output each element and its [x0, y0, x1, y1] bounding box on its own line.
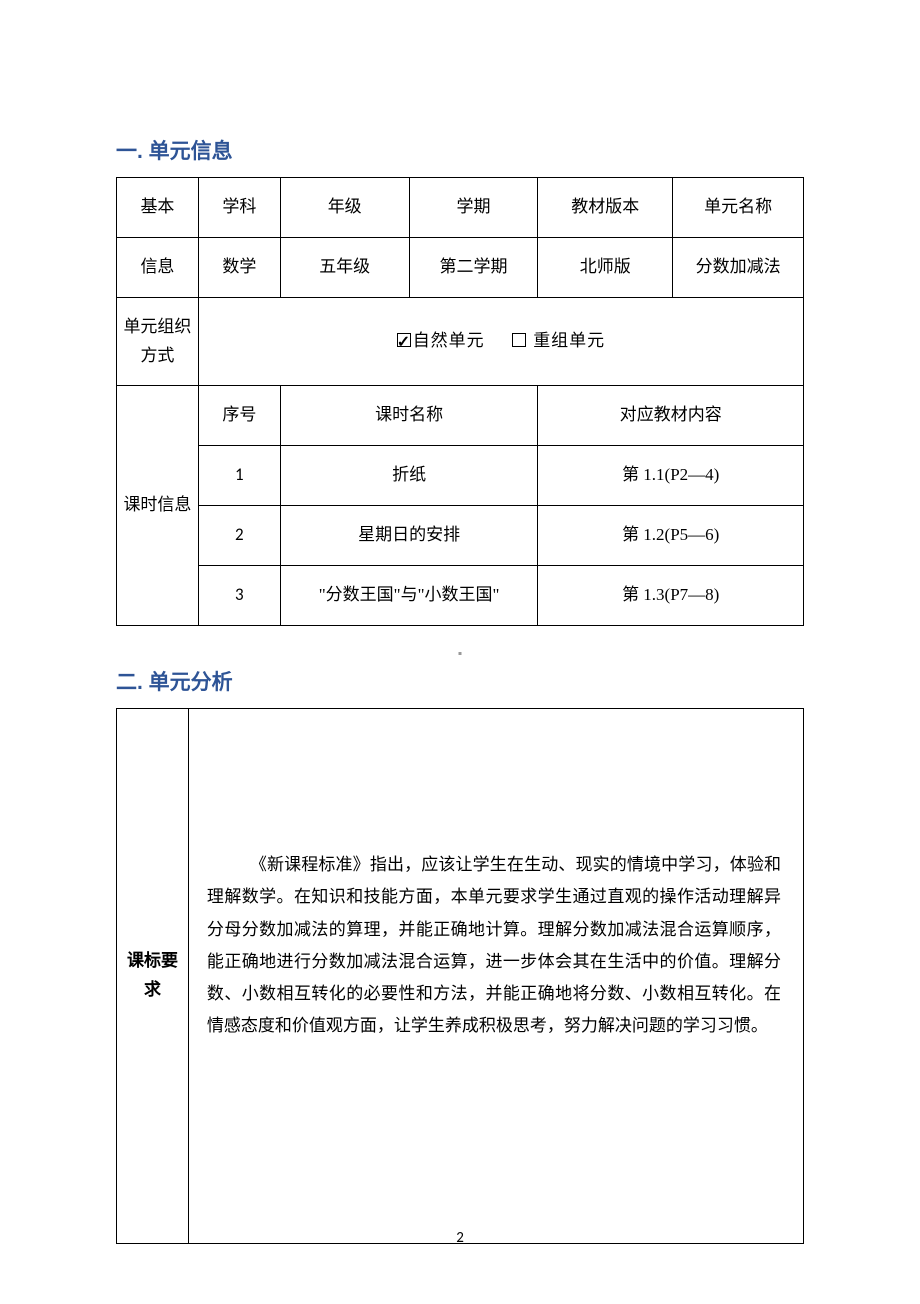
header-cell: 年级 [280, 178, 409, 238]
cell-lesson-info-label: 课时信息 [117, 386, 199, 626]
table-row: 3 "分数王国"与"小数王国" 第 1.3(P7—8) [117, 566, 804, 626]
table-row: 课时信息 序号 课时名称 对应教材内容 [117, 386, 804, 446]
header-cell: 课时名称 [280, 386, 538, 446]
header-cell: 学期 [409, 178, 538, 238]
header-cell: 单元名称 [673, 178, 804, 238]
header-cell: 序号 [198, 386, 280, 446]
cell-standard-label: 课标要求 [117, 709, 189, 1244]
cell-num: 2 [198, 506, 280, 566]
document-page: 一. 单元信息 基本 学科 年级 学期 教材版本 单元名称 信息 数学 五年级 … [0, 0, 920, 1304]
cell-ref: 第 1.2(P5—6) [538, 506, 804, 566]
page-number: 2 [0, 1229, 920, 1247]
option-label: 自然单元 [413, 331, 485, 350]
cell-name: 折纸 [280, 446, 538, 506]
cell: 北师版 [538, 238, 673, 298]
cell-name: 星期日的安排 [280, 506, 538, 566]
unit-analysis-table: 课标要求 《新课程标准》指出，应该让学生在生动、现实的情境中学习，体验和理解数学… [116, 708, 804, 1244]
cell: 分数加减法 [673, 238, 804, 298]
body-text: 《新课程标准》指出，应该让学生在生动、现实的情境中学习，体验和理解数学。在知识和… [207, 855, 781, 1035]
option-label: 重组单元 [528, 331, 605, 350]
section-heading-1: 一. 单元信息 [116, 135, 804, 165]
table-row: 1 折纸 第 1.1(P2—4) [117, 446, 804, 506]
cell-ref: 第 1.1(P2—4) [538, 446, 804, 506]
header-cell: 基本 [117, 178, 199, 238]
header-cell: 对应教材内容 [538, 386, 804, 446]
table-row: 课标要求 《新课程标准》指出，应该让学生在生动、现实的情境中学习，体验和理解数学… [117, 709, 804, 1244]
cell: 五年级 [280, 238, 409, 298]
cell: 第二学期 [409, 238, 538, 298]
cell-standard-body: 《新课程标准》指出，应该让学生在生动、现实的情境中学习，体验和理解数学。在知识和… [188, 709, 803, 1244]
checkbox-checked-icon [397, 333, 411, 347]
cell-num: 1 [198, 446, 280, 506]
header-cell: 学科 [198, 178, 280, 238]
unit-info-table: 基本 学科 年级 学期 教材版本 单元名称 信息 数学 五年级 第二学期 北师版… [116, 177, 804, 626]
section-heading-2: 二. 单元分析 [116, 666, 804, 696]
table-row: 单元组织方式 自然单元 重组单元 [117, 298, 804, 386]
header-cell: 教材版本 [538, 178, 673, 238]
cell-org-options: 自然单元 重组单元 [198, 298, 803, 386]
decorative-dot-icon [459, 652, 462, 655]
cell-name: "分数王国"与"小数王国" [280, 566, 538, 626]
cell: 信息 [117, 238, 199, 298]
cell-ref: 第 1.3(P7—8) [538, 566, 804, 626]
table-row: 2 星期日的安排 第 1.2(P5—6) [117, 506, 804, 566]
cell-org-label: 单元组织方式 [117, 298, 199, 386]
table-row: 信息 数学 五年级 第二学期 北师版 分数加减法 [117, 238, 804, 298]
checkbox-empty-icon [512, 333, 526, 347]
cell-num: 3 [198, 566, 280, 626]
table-row: 基本 学科 年级 学期 教材版本 单元名称 [117, 178, 804, 238]
cell: 数学 [198, 238, 280, 298]
